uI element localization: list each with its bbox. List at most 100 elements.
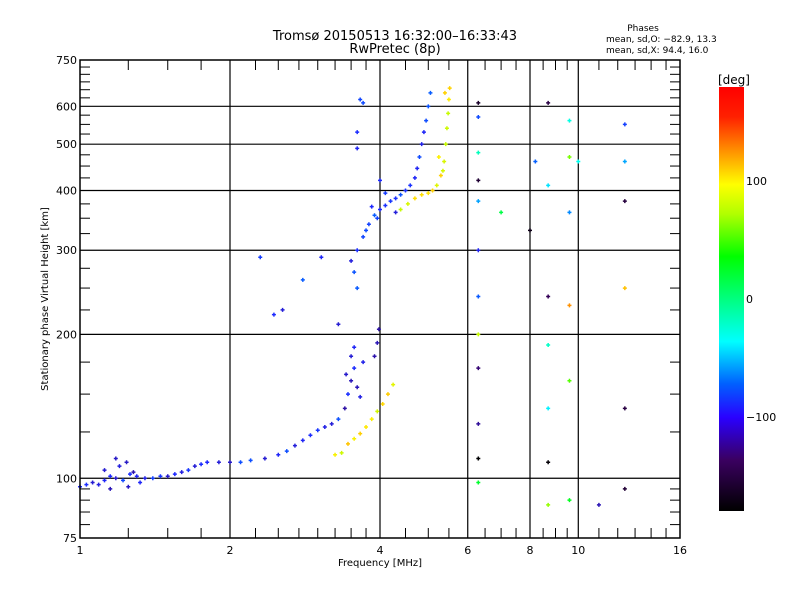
y-tick-label: 200 bbox=[56, 328, 77, 341]
data-point bbox=[138, 480, 143, 485]
stats-x-line: mean, sd,X: 94.4, 16.0 bbox=[606, 46, 709, 56]
data-point bbox=[344, 372, 349, 377]
data-point bbox=[596, 502, 601, 507]
data-point bbox=[342, 406, 347, 411]
data-point bbox=[546, 406, 551, 411]
data-point bbox=[436, 155, 441, 160]
data-point bbox=[442, 90, 447, 95]
data-point bbox=[476, 480, 481, 485]
data-point bbox=[412, 175, 417, 180]
data-point bbox=[192, 464, 197, 469]
data-point bbox=[476, 199, 481, 204]
data-point bbox=[546, 183, 551, 188]
data-point bbox=[336, 417, 341, 422]
data-point bbox=[108, 486, 113, 491]
data-point bbox=[349, 354, 354, 359]
x-tick-label: 1 bbox=[77, 544, 84, 557]
data-point bbox=[319, 255, 324, 260]
y-tick-label: 75 bbox=[63, 532, 77, 545]
x-tick-label: 16 bbox=[673, 544, 687, 557]
colorbar-tick-label: 100 bbox=[746, 175, 767, 188]
data-point bbox=[358, 97, 363, 102]
data-point bbox=[364, 425, 369, 430]
data-point bbox=[355, 146, 360, 151]
data-point bbox=[355, 248, 360, 253]
data-point bbox=[205, 460, 210, 465]
data-point bbox=[476, 178, 481, 183]
colorbar-label: [deg] bbox=[718, 73, 750, 87]
y-tick-label: 500 bbox=[56, 138, 77, 151]
data-point bbox=[383, 191, 388, 196]
data-point bbox=[383, 203, 388, 208]
data-point bbox=[186, 468, 191, 473]
data-point bbox=[430, 188, 435, 193]
data-point bbox=[476, 150, 481, 155]
data-point bbox=[421, 130, 426, 135]
data-point bbox=[333, 452, 338, 457]
data-point bbox=[329, 421, 334, 426]
data-point bbox=[372, 354, 377, 359]
data-point bbox=[412, 196, 417, 201]
data-point bbox=[376, 327, 381, 332]
data-point bbox=[622, 486, 627, 491]
data-point bbox=[567, 303, 572, 308]
data-point bbox=[108, 474, 113, 479]
data-point bbox=[300, 277, 305, 282]
data-point bbox=[358, 431, 363, 436]
data-point bbox=[546, 294, 551, 299]
colorbar-tick-label: −100 bbox=[746, 411, 776, 424]
data-point bbox=[352, 345, 357, 350]
data-point bbox=[364, 228, 369, 233]
data-point bbox=[102, 478, 107, 483]
data-point bbox=[248, 458, 253, 463]
data-point bbox=[375, 216, 380, 221]
data-point bbox=[546, 100, 551, 105]
data-point bbox=[528, 228, 532, 233]
data-point bbox=[567, 118, 572, 123]
data-point bbox=[622, 406, 627, 411]
data-point bbox=[84, 482, 89, 487]
data-point bbox=[134, 474, 139, 479]
data-point bbox=[336, 322, 341, 327]
x-axis-label: Frequency [MHz] bbox=[338, 558, 422, 569]
data-point bbox=[131, 470, 136, 475]
data-point bbox=[315, 428, 320, 433]
data-point bbox=[476, 366, 481, 371]
data-point bbox=[361, 234, 366, 239]
data-point bbox=[443, 142, 448, 147]
data-point bbox=[276, 452, 281, 457]
data-point bbox=[546, 502, 551, 507]
data-point bbox=[567, 378, 572, 383]
data-point bbox=[128, 472, 133, 477]
data-point bbox=[361, 360, 366, 365]
data-point bbox=[567, 155, 572, 160]
data-point bbox=[546, 460, 551, 465]
data-point bbox=[567, 498, 572, 503]
data-point bbox=[322, 425, 327, 430]
x-tick-label: 6 bbox=[464, 544, 471, 557]
chart-subtitle: RwPretec (8p) bbox=[349, 42, 440, 57]
data-point bbox=[308, 433, 313, 438]
y-tick-label: 400 bbox=[56, 184, 77, 197]
stats-o-line: mean, sd,O: −82.9, 13.3 bbox=[606, 35, 717, 45]
data-point bbox=[352, 366, 357, 371]
data-points bbox=[78, 86, 627, 507]
colorbar-tick-label: 0 bbox=[746, 293, 753, 306]
data-point bbox=[355, 130, 360, 135]
data-point bbox=[444, 126, 449, 131]
data-point bbox=[408, 183, 413, 188]
data-point bbox=[280, 307, 285, 312]
data-point bbox=[369, 204, 374, 209]
data-point bbox=[142, 476, 147, 481]
data-point bbox=[355, 385, 360, 390]
data-point bbox=[622, 122, 627, 127]
data-point bbox=[271, 312, 276, 317]
y-axis-label: Stationary phase Virtual Height [km] bbox=[40, 207, 51, 391]
data-point bbox=[380, 402, 385, 407]
data-point bbox=[102, 468, 107, 473]
data-point bbox=[216, 460, 221, 465]
data-point bbox=[438, 173, 443, 178]
grid-lines bbox=[80, 60, 680, 538]
data-point bbox=[426, 191, 431, 196]
